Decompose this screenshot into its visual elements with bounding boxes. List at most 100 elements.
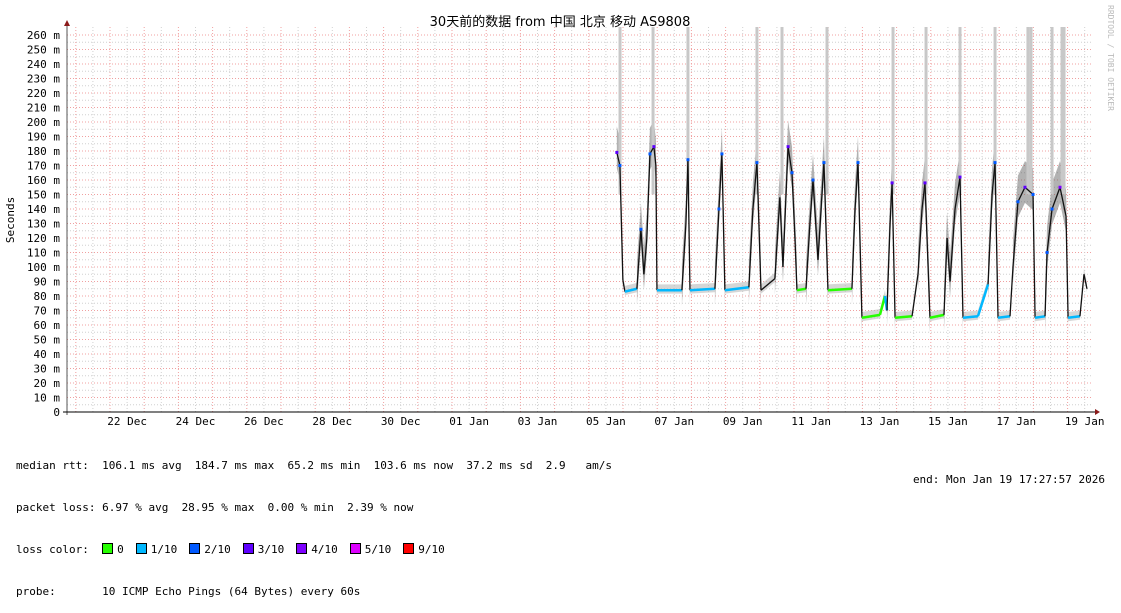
median-segment [854,162,859,210]
median-segment [714,208,720,289]
x-tick-label: 30 Dec [381,415,421,428]
median-segment [891,182,896,318]
median-segment [943,237,948,315]
y-tick-label: 230 m [27,73,60,86]
median-segment [1009,266,1014,317]
median-segment [946,237,951,282]
median-segment [794,237,798,291]
loss-marker [1050,207,1054,211]
y-tick-label: 110 m [27,247,60,260]
median-segment [655,165,658,291]
loss-marker [615,150,619,154]
y-tick-label: 150 m [27,189,60,202]
median-segment [796,287,807,292]
y-tick-label: 190 m [27,131,60,144]
y-tick-label: 20 m [34,377,61,390]
loss-marker [652,145,656,149]
median-segment [689,287,715,292]
legend-rtt-row: median rtt: 106.1 ms avg 184.7 ms max 65… [16,459,612,473]
y-tick-label: 250 m [27,44,60,57]
loss-spike [1050,27,1054,195]
y-tick-label: 220 m [27,87,60,100]
median-segment [827,287,853,292]
y-tick-label: 210 m [27,102,60,115]
loss-marker [1058,185,1062,189]
loss-spike [891,27,895,195]
median-segment [949,208,956,282]
y-tick-label: 40 m [34,348,61,361]
loss-marker [639,227,643,231]
loss-spike [686,27,690,195]
median-segment [857,162,863,318]
smokeping-chart: 30天前的数据 from 中国 北京 移动 AS9808 Seconds RRD… [4,5,1115,428]
median-segment [823,162,829,291]
median-segment [616,152,621,166]
median-segment [791,172,796,239]
x-tick-label: 03 Jan [518,415,558,428]
loss-marker [822,161,826,165]
x-tick-label: 22 Dec [107,415,147,428]
loss-color-label: loss color: [16,543,103,556]
median-segment [812,179,819,260]
loss-spike [651,27,655,195]
median-segment [681,223,687,291]
median-segment [929,313,945,319]
y-axis-label: Seconds [4,197,17,243]
median-segment [1046,208,1053,253]
median-segment [878,295,887,316]
x-tick-label: 07 Jan [654,415,694,428]
loss-marker [717,207,721,211]
x-tick-label: 28 Dec [312,415,352,428]
smoke-band [1052,161,1060,225]
median-segment [886,223,891,311]
y-tick-label: 120 m [27,232,60,245]
legend-probe-row: probe: 10 ICMP Echo Pings (64 Bytes) eve… [16,585,612,599]
median-segment [653,146,657,166]
median-segment [624,287,638,293]
median-segment [1034,315,1046,319]
loss-color-swatch [135,543,147,554]
loss-color-label-item: 2/10 [204,543,231,556]
loss-color-item: 2/10 [189,543,231,556]
median-segment [619,165,624,281]
median-segment [760,278,776,291]
y-tick-label: 0 [53,406,60,419]
median-segment [805,223,811,289]
loss-spike [924,27,928,195]
loss-color-item: 1/10 [135,543,177,556]
loss-spike [755,27,759,195]
y-tick-label: 160 m [27,174,60,187]
loss-spike [993,27,997,195]
median-segment [1044,252,1048,317]
rtt-label: median rtt: [16,459,103,472]
median-segment [1079,274,1085,317]
loss-marker [648,152,652,156]
loss-marker [618,164,622,167]
median-segment [752,162,758,210]
median-segment [994,162,999,318]
median-segment [1059,187,1067,217]
chart-title: 30天前的数据 from 中国 北京 移动 AS9808 [430,14,691,30]
loss-spike [1026,27,1030,195]
loss-marker [1016,200,1020,204]
median-segment [748,208,754,288]
loss-spike [1060,27,1064,195]
y-tick-label: 170 m [27,160,60,173]
y-tick-label: 50 m [34,334,61,347]
x-tick-label: 13 Jan [860,415,900,428]
loss-color-label-item: 4/10 [311,543,338,556]
loss-marker [958,175,962,179]
y-tick-label: 140 m [27,203,60,216]
x-tick-label: 24 Dec [176,415,216,428]
loss-color-swatch [102,543,114,554]
median-segment [782,146,789,268]
y-tick-label: 100 m [27,261,60,274]
median-segment [817,162,825,260]
loss-color-swatch [242,543,254,554]
loss-spike [958,27,962,195]
smoke-band [1017,161,1025,218]
loss-spike [1062,27,1066,195]
loss-color-swatch [349,543,361,554]
y-tick-label: 130 m [27,218,60,231]
y-tick-label: 10 m [34,392,61,405]
